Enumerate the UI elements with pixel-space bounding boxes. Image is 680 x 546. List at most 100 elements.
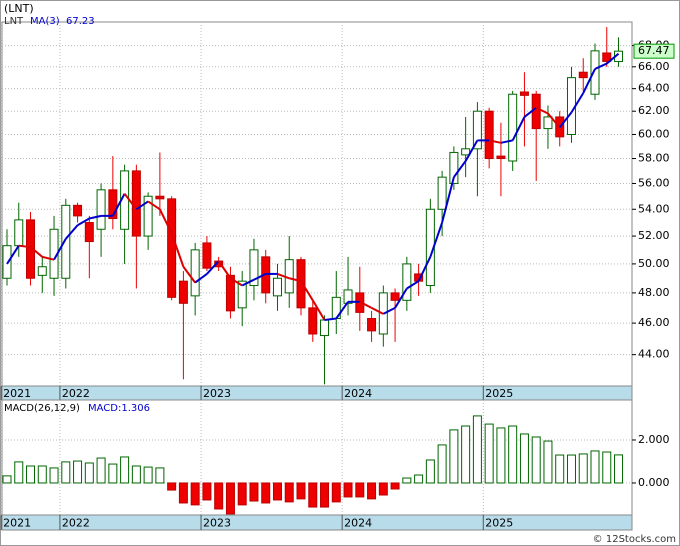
x-tick-label: 2022 — [62, 387, 90, 400]
candle-body — [225, 274, 235, 312]
ma-segment — [217, 260, 232, 279]
x-tick-label: 2021 — [3, 387, 31, 400]
candle-body — [590, 50, 600, 95]
ma-segment — [547, 112, 561, 129]
macd-bar — [190, 482, 200, 506]
legend-symbol: LNT — [4, 16, 24, 27]
ma-segment — [429, 222, 444, 258]
ma-segment — [229, 277, 243, 287]
ma-segment — [170, 233, 185, 268]
macd-bar — [402, 477, 412, 484]
ma-segment — [535, 106, 549, 115]
y-tick-label: 50.00 — [638, 257, 670, 270]
candle-body — [237, 280, 247, 309]
ma-segment — [464, 139, 479, 162]
ma-segment — [558, 111, 573, 129]
ma-segment — [206, 260, 220, 275]
ma-segment — [594, 62, 608, 70]
ma-segment — [417, 256, 432, 282]
ma-segment — [582, 68, 596, 94]
candle-body — [437, 176, 447, 210]
y-tick-label: 0.000 — [638, 476, 670, 489]
macd-bar — [566, 454, 576, 484]
ma-segment — [6, 245, 20, 265]
candle-body — [190, 249, 200, 297]
macd-bar — [496, 427, 506, 484]
candle-body — [272, 277, 282, 297]
ma-segment — [182, 266, 196, 284]
macd-bar — [543, 440, 553, 484]
macd-bar — [555, 454, 565, 484]
legend-ma-value: 67.23 — [66, 16, 95, 27]
ma-segment — [371, 306, 384, 315]
ma-segment — [77, 217, 90, 227]
y-tick-label: 48.00 — [638, 286, 670, 299]
ma-segment — [359, 300, 373, 309]
candle-body — [461, 148, 471, 156]
macd-bar — [461, 425, 471, 484]
macd-bar — [437, 444, 447, 484]
y-tick-label: 54.00 — [638, 202, 670, 215]
candle-body — [178, 280, 188, 304]
last-price-label: 67.47 — [638, 44, 670, 57]
macd-bar — [37, 465, 47, 484]
ma-segment — [324, 317, 337, 322]
macd-bar — [590, 450, 600, 484]
candle-body — [73, 204, 83, 217]
candle-body — [496, 155, 506, 160]
macd-bar — [602, 451, 612, 484]
y-tick-label: 64.00 — [638, 82, 670, 95]
macd-bar — [425, 459, 435, 484]
macd-bar — [284, 482, 294, 503]
ma-segment — [606, 52, 620, 65]
macd-bar — [390, 482, 400, 490]
candle-body — [61, 204, 71, 279]
y-tick-label: 58.00 — [638, 152, 670, 165]
candle-body — [472, 110, 482, 150]
candle-body — [249, 249, 259, 287]
macd-bar — [614, 454, 624, 484]
macd-bar — [343, 482, 353, 498]
ma-segment — [523, 106, 537, 118]
macd-bar — [508, 425, 518, 484]
macd-bar — [225, 482, 235, 515]
ma-segment — [147, 200, 161, 211]
x-tick-label: 2023 — [203, 387, 231, 400]
x-axis-band — [1, 385, 633, 401]
ma-segment — [488, 139, 502, 144]
y-tick-label: 60.00 — [638, 127, 670, 140]
macd-bar — [519, 433, 529, 484]
ma-segment — [570, 92, 585, 113]
ma-segment — [123, 193, 138, 210]
macd-bar — [472, 415, 482, 484]
x-tick-label: 2023 — [203, 517, 231, 530]
footer: © 12Stocks.com — [593, 534, 676, 545]
legend-macd: MACD:1.306 — [88, 403, 150, 414]
ma-segment — [89, 214, 102, 220]
macd-bar — [378, 482, 388, 496]
candle-body — [578, 71, 588, 79]
macd-bar — [167, 482, 177, 491]
macd-bar — [414, 474, 424, 484]
ma-segment — [406, 280, 420, 290]
candle-body — [2, 245, 12, 279]
macd-bar — [296, 482, 306, 500]
macd-bar — [272, 482, 282, 501]
candle-body — [543, 116, 553, 130]
candle-body — [519, 91, 529, 96]
macd-bar — [26, 465, 36, 484]
ma-segment — [394, 287, 408, 309]
x-tick-label: 2024 — [344, 387, 372, 400]
macd-bar — [108, 463, 118, 484]
x-tick-label: 2021 — [3, 517, 31, 530]
candle-body — [390, 292, 400, 301]
ma-segment — [453, 160, 467, 178]
chart-title: (LNT) — [4, 2, 34, 15]
candle-body — [202, 242, 212, 269]
x-tick-label: 2025 — [485, 517, 513, 530]
y-tick-label: 2.000 — [638, 433, 670, 446]
candle-body — [449, 151, 459, 184]
candle-body — [308, 307, 318, 335]
